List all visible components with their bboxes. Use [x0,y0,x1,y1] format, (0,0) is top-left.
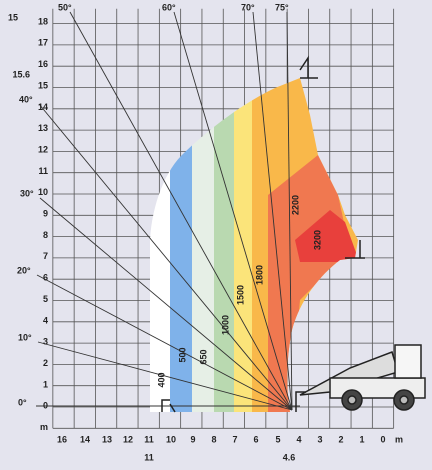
load-label: 1000 [220,315,230,335]
angle-label: 10° [18,332,32,342]
y-label: 9 [43,209,48,219]
x-label: 1 [359,434,364,444]
load-label: 400 [156,372,166,387]
angle-label: 70° [241,2,255,12]
y-label: 0 [43,401,48,411]
x-label: 10 [166,434,176,444]
x-label: 3 [317,434,322,444]
x-label: 11 [144,434,154,444]
chart-title: 15 [8,12,18,22]
x-label: 2 [338,434,343,444]
x-label: 0 [380,434,385,444]
x-label: 7 [232,434,237,444]
load-label: 3200 [312,230,322,250]
y-label: 7 [43,251,48,261]
x-label: 12 [123,434,133,444]
y-label: 5 [43,294,48,304]
y-label: 8 [43,230,48,240]
load-label: 500 [177,347,187,362]
y-label: 10 [38,187,48,197]
angle-label: 60° [162,2,176,12]
x-label: 9 [190,434,195,444]
y-label: 18 [38,16,48,26]
y-label: 6 [43,273,48,283]
zone-1500 [234,60,252,420]
load-label: 1500 [235,285,245,305]
x-label: 8 [211,434,216,444]
y-label: 3 [43,337,48,347]
load-label: 2200 [290,195,300,215]
load-label: 1800 [254,265,264,285]
y-label: 13 [38,123,48,133]
angle-label: 50° [58,2,72,12]
x-label: 16 [57,434,67,444]
y-label: 16 [38,59,48,69]
x-extra-label: 11 [144,452,154,462]
x-label: m [395,434,403,444]
y-label: 17 [38,38,48,48]
x-label: 6 [253,434,258,444]
angle-label: 75° [275,2,289,12]
max-height-label: 15.6 [12,69,30,79]
y-label: 2 [43,358,48,368]
x-extra-label: 4.6 [283,452,296,462]
y-label: 11 [38,166,48,176]
x-label: 4 [296,434,301,444]
y-label: 12 [38,144,48,154]
load-chart: 50°60°70°75°40°30°20°10°0°15181716151413… [0,0,432,470]
load-label: 650 [198,349,208,364]
angle-label: 30° [20,188,34,198]
angle-label: 40° [19,94,33,104]
x-label: 5 [275,434,280,444]
y-label: 4 [43,315,48,325]
y-label: 14 [38,102,48,112]
x-label: 13 [102,434,112,444]
y-label: 1 [43,379,48,389]
angle-label: 20° [17,265,31,275]
y-label: m [40,422,48,432]
x-label: 14 [80,434,90,444]
angle-label: 0° [18,397,27,407]
y-label: 15 [38,80,48,90]
